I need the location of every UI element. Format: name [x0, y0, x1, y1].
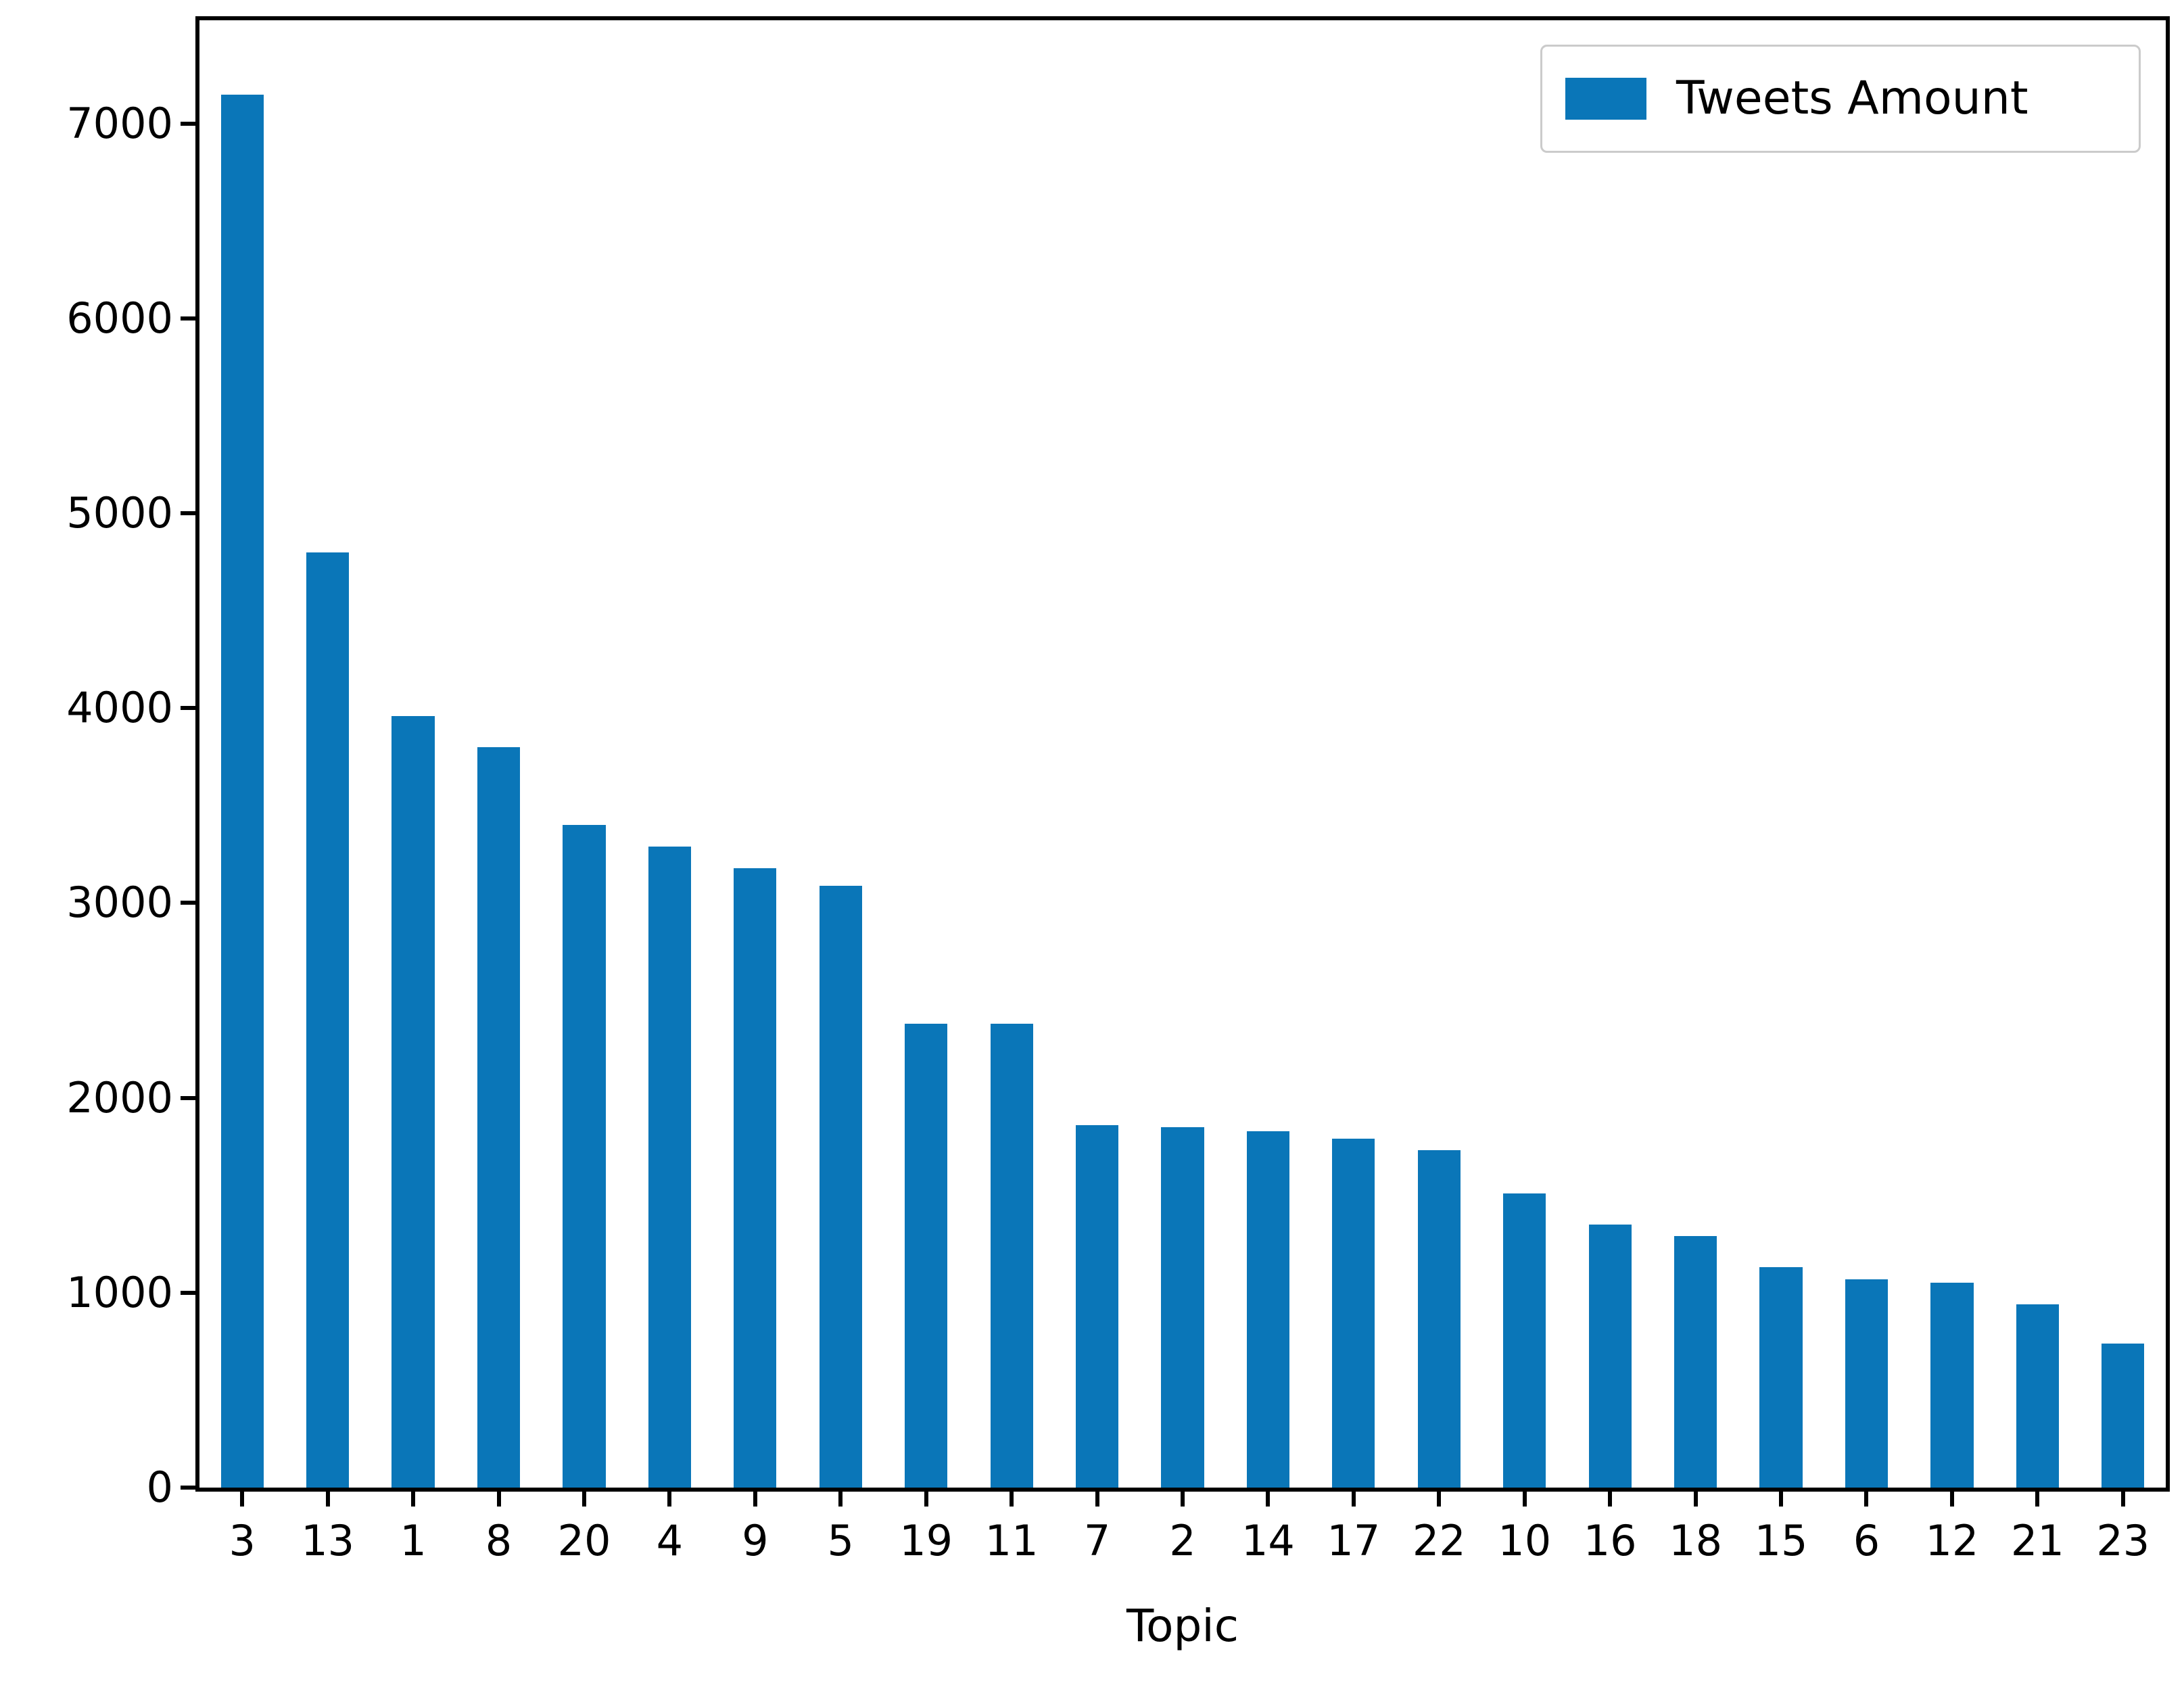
bar-topic-23 — [2102, 1343, 2145, 1488]
x-tick-label-8: 8 — [485, 1516, 513, 1565]
x-tick-label-1: 1 — [400, 1516, 427, 1565]
x-tick-label-11: 11 — [984, 1516, 1039, 1565]
y-tick-mark-5000 — [181, 511, 195, 516]
bar-topic-4 — [648, 846, 691, 1488]
x-tick-label-16: 16 — [1583, 1516, 1637, 1565]
bar-topic-8 — [477, 746, 521, 1488]
legend-color-swatch — [1565, 78, 1646, 120]
x-tick-label-20: 20 — [557, 1516, 611, 1565]
bar-topic-11 — [990, 1024, 1033, 1488]
x-tick-label-17: 17 — [1327, 1516, 1381, 1565]
bar-topic-14 — [1246, 1131, 1290, 1488]
x-tick-mark-21 — [2035, 1492, 2040, 1507]
y-tick-label-6000: 6000 — [66, 293, 173, 343]
y-tick-mark-0 — [181, 1486, 195, 1490]
y-tick-label-1000: 1000 — [66, 1267, 173, 1317]
bar-topic-17 — [1332, 1139, 1375, 1488]
x-tick-label-23: 23 — [2096, 1516, 2150, 1565]
x-tick-mark-4 — [667, 1492, 672, 1507]
y-tick-mark-2000 — [181, 1095, 195, 1100]
bar-topic-9 — [734, 868, 777, 1488]
x-tick-mark-2 — [1181, 1492, 1185, 1507]
x-tick-label-4: 4 — [656, 1516, 684, 1565]
bars-layer — [199, 20, 2166, 1488]
x-tick-mark-11 — [1010, 1492, 1014, 1507]
y-tick-mark-4000 — [181, 706, 195, 711]
bar-topic-3 — [220, 94, 264, 1488]
y-tick-mark-1000 — [181, 1290, 195, 1295]
x-tick-mark-18 — [1693, 1492, 1698, 1507]
x-tick-mark-23 — [2120, 1492, 2125, 1507]
x-tick-label-22: 22 — [1412, 1516, 1466, 1565]
x-tick-mark-13 — [325, 1492, 330, 1507]
bar-topic-18 — [1674, 1236, 1717, 1488]
x-tick-label-10: 10 — [1498, 1516, 1552, 1565]
x-tick-label-6: 6 — [1853, 1516, 1880, 1565]
y-tick-mark-3000 — [181, 901, 195, 905]
x-tick-mark-3 — [240, 1492, 245, 1507]
x-tick-label-7: 7 — [1083, 1516, 1111, 1565]
legend-label: Tweets Amount — [1676, 72, 2028, 125]
x-tick-mark-14 — [1266, 1492, 1271, 1507]
x-tick-mark-8 — [496, 1492, 501, 1507]
x-tick-label-19: 19 — [899, 1516, 953, 1565]
y-tick-label-3000: 3000 — [66, 878, 173, 928]
y-tick-label-7000: 7000 — [66, 98, 173, 148]
x-tick-label-15: 15 — [1754, 1516, 1808, 1565]
x-tick-mark-16 — [1608, 1492, 1613, 1507]
bar-topic-2 — [1161, 1127, 1204, 1488]
x-tick-label-12: 12 — [1925, 1516, 1979, 1565]
bar-topic-12 — [1930, 1283, 1974, 1488]
bar-topic-21 — [2016, 1304, 2059, 1488]
x-tick-mark-12 — [1949, 1492, 1954, 1507]
bar-topic-19 — [905, 1024, 948, 1488]
y-tick-label-5000: 5000 — [66, 488, 173, 538]
bar-topic-5 — [819, 885, 862, 1488]
x-tick-mark-15 — [1779, 1492, 1784, 1507]
x-tick-mark-6 — [1864, 1492, 1869, 1507]
legend: Tweets Amount — [1540, 45, 2141, 153]
x-tick-label-18: 18 — [1669, 1516, 1723, 1565]
x-tick-mark-19 — [924, 1492, 928, 1507]
bar-topic-16 — [1588, 1224, 1632, 1488]
bar-topic-7 — [1075, 1124, 1119, 1488]
y-tick-label-4000: 4000 — [66, 683, 173, 733]
x-tick-label-2: 2 — [1169, 1516, 1196, 1565]
y-tick-label-2000: 2000 — [66, 1072, 173, 1122]
x-tick-label-13: 13 — [301, 1516, 355, 1565]
x-tick-mark-17 — [1351, 1492, 1356, 1507]
x-tick-label-5: 5 — [827, 1516, 854, 1565]
x-tick-mark-22 — [1437, 1492, 1442, 1507]
x-tick-label-14: 14 — [1241, 1516, 1295, 1565]
y-tick-mark-7000 — [181, 121, 195, 126]
bar-topic-13 — [306, 552, 350, 1488]
y-tick-label-0: 0 — [146, 1463, 173, 1512]
x-axis-title: Topic — [1126, 1600, 1239, 1652]
x-tick-label-9: 9 — [742, 1516, 769, 1565]
bar-topic-10 — [1503, 1193, 1546, 1488]
bar-topic-20 — [563, 825, 606, 1488]
y-tick-mark-6000 — [181, 316, 195, 321]
x-tick-mark-1 — [411, 1492, 416, 1507]
x-tick-mark-10 — [1522, 1492, 1527, 1507]
bar-topic-1 — [391, 715, 435, 1488]
x-tick-label-3: 3 — [229, 1516, 256, 1565]
x-tick-mark-9 — [753, 1492, 757, 1507]
x-tick-mark-20 — [581, 1492, 586, 1507]
bar-topic-6 — [1845, 1279, 1889, 1488]
x-tick-label-21: 21 — [2010, 1516, 2064, 1565]
x-tick-mark-5 — [838, 1492, 843, 1507]
x-tick-mark-7 — [1095, 1492, 1099, 1507]
bar-topic-22 — [1417, 1150, 1461, 1488]
bar-topic-15 — [1759, 1267, 1803, 1488]
